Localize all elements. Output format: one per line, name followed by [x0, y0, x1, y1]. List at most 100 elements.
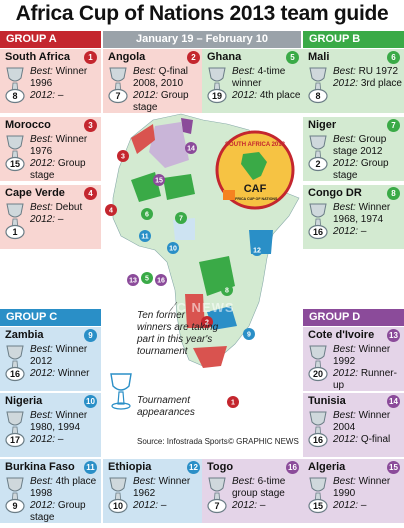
result-2012: –: [57, 214, 64, 225]
year-label: 2012:: [30, 434, 56, 445]
trophy-icon: 20: [306, 344, 330, 386]
page-title: Africa Cup of Nations 2013 team guide: [15, 2, 389, 25]
appearances-count: 16: [312, 227, 323, 237]
team-card-zambia: Zambia 9 16 Best: Winner 2012 2012: Winner: [0, 327, 101, 391]
pin-15: [153, 174, 165, 186]
year-label: 2012:: [133, 500, 159, 511]
team-name: Morocco: [5, 119, 51, 131]
appearances-count: 7: [115, 91, 121, 101]
group-a-header: GROUP A: [0, 31, 101, 48]
pin-12-label: 12: [253, 248, 261, 255]
year-label: 2012:: [333, 368, 359, 379]
team-name: Niger: [308, 119, 337, 131]
result-2012: Winner: [57, 368, 90, 379]
pin-5-label: 5: [145, 276, 149, 283]
year-label: 2012:: [30, 500, 56, 511]
best-result: Winner 1996: [30, 66, 88, 89]
result-2012: –: [160, 500, 167, 511]
team-info: Best: Winner 1962 2012: –: [133, 476, 203, 512]
team-card-ghana: Ghana 5 19 Best: 4-time winner 2012: 4th pla…: [202, 49, 303, 113]
trophy-icon: 8: [306, 66, 330, 108]
logo-top-text: SOUTH AFRICA 2013: [225, 142, 286, 148]
trophy-icon: 16: [3, 344, 27, 386]
appearances-count: 19: [211, 91, 222, 101]
niger-region: [163, 174, 195, 200]
team-info: Best: Winner 1976 2012: Group stage: [30, 134, 100, 181]
team-card-nigeria: Nigeria 10 17 Best: Winner 1980, 1994 2012: …: [0, 393, 101, 457]
team-number-badge: 14: [387, 395, 400, 408]
pin-9: [243, 328, 255, 340]
team-name: Congo DR: [308, 187, 362, 199]
team-number-badge: 3: [84, 119, 97, 132]
morocco-region: [131, 124, 155, 154]
source-text: Source: Infostrada Sports: [137, 437, 228, 446]
appearances-count: 1: [12, 227, 18, 237]
trophy-icon: 17: [3, 410, 27, 452]
zambia-region: [207, 306, 237, 330]
team-card-burkina-faso: Burkina Faso 11 9 Best: 4th place 1998 2012:…: [0, 459, 101, 523]
result-2012: Group stage: [30, 500, 86, 523]
result-2012: –: [259, 500, 266, 511]
best-label: Best:: [333, 202, 356, 213]
best-label: Best:: [30, 66, 53, 77]
team-info: Best: Winner 1992 2012: Runner-up: [333, 344, 403, 391]
team-number-badge: 5: [286, 51, 299, 64]
result-2012: 3rd place: [360, 78, 402, 89]
group-b-header: GROUP B: [303, 31, 404, 48]
team-card-south-africa: South Africa 1 8 Best: Winner 1996 2012: –: [0, 49, 101, 113]
team-number-badge: 1: [84, 51, 97, 64]
year-label: 2012:: [30, 214, 56, 225]
pin-10: [167, 242, 179, 254]
pin-4-label: 4: [109, 208, 113, 215]
team-card-algeria: Algeria 15 15 Best: Winner 1990 2012: –: [303, 459, 404, 523]
trophy-icon: 8: [3, 66, 27, 108]
best-label: Best:: [30, 202, 53, 213]
south-africa-region: [193, 346, 227, 368]
team-info: Best: 4th place 1998 2012: Group stage: [30, 476, 100, 523]
best-result: 4-time winner: [232, 66, 286, 89]
legend-trophy-icon: [110, 373, 132, 410]
team-name: Ethiopia: [108, 461, 152, 473]
team-info: Best: Winner 2012 2012: Winner: [30, 344, 100, 380]
appearances-count: 15: [312, 501, 323, 511]
team-number-badge: 9: [84, 329, 97, 342]
former-winners-note: Ten former winners are taking part in th…: [137, 310, 219, 357]
appearances-count: 7: [214, 501, 220, 511]
best-result: Debut: [55, 202, 83, 213]
team-name: Zambia: [5, 329, 44, 341]
team-name: Angola: [108, 51, 146, 63]
trophy-icon: 7: [205, 476, 229, 518]
team-card-cote-divoire: Cote d'Ivoire 13 20 Best: Winner 1992 2012: …: [303, 327, 404, 391]
result-2012: Q-final: [360, 434, 391, 445]
logo-africa-icon: [241, 152, 267, 180]
team-number-badge: 16: [286, 461, 299, 474]
pin-15-label: 15: [155, 178, 163, 185]
pin-4: [105, 204, 117, 216]
pin-1-label: 1: [231, 400, 235, 407]
group-d-header: GROUP D: [303, 309, 404, 326]
best-label: Best:: [333, 344, 356, 355]
year-label: 2012:: [30, 368, 56, 379]
pin-13-label: 13: [129, 278, 137, 285]
best-label: Best:: [133, 476, 156, 487]
best-result: Group stage 2012: [333, 134, 387, 157]
best-result: Winner 1962: [133, 476, 191, 499]
team-name: Tunisia: [308, 395, 346, 407]
year-label: 2012:: [30, 158, 56, 169]
pin-3: [117, 150, 129, 162]
pin-8-label: 8: [225, 288, 229, 295]
best-result: Winner 2012: [30, 344, 88, 367]
pin-6-label: 6: [145, 212, 149, 219]
appearances-count: 9: [12, 501, 18, 511]
trophy-icon: 16: [306, 202, 330, 244]
team-number-badge: 12: [187, 461, 200, 474]
trophy-icon: 15: [3, 134, 27, 176]
pin-14-label: 14: [187, 146, 195, 153]
appearances-count: 2: [315, 159, 321, 169]
best-result: Winner 1968, 1974: [333, 202, 391, 225]
appearances-count: 8: [12, 91, 18, 101]
team-number-badge: 11: [84, 461, 97, 474]
pin-14: [185, 142, 197, 154]
team-name: Cape Verde: [5, 187, 65, 199]
pin-11: [139, 230, 151, 242]
